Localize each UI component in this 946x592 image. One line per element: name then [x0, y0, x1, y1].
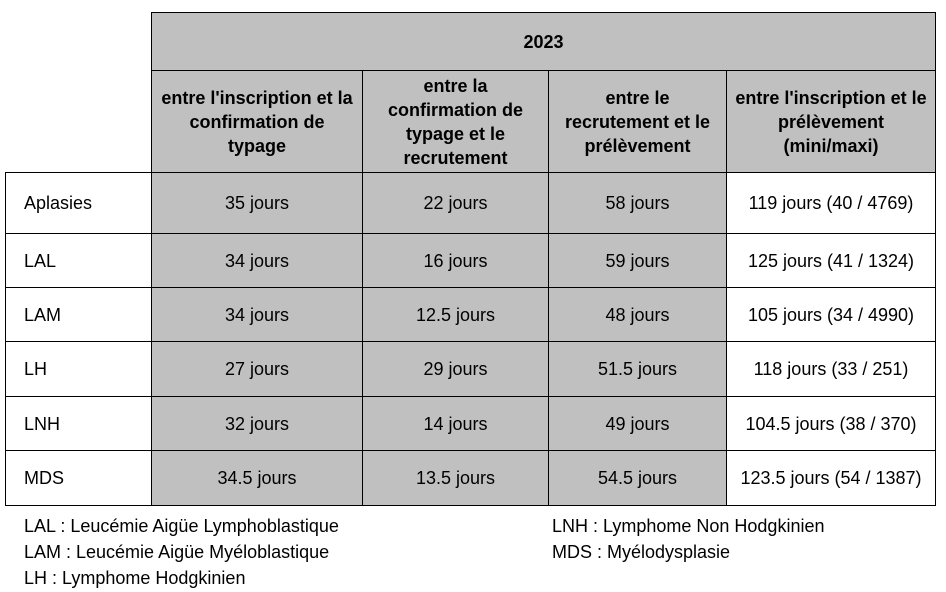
- row-label: MDS: [5, 450, 152, 506]
- table-cell: 118 jours (33 / 251): [726, 341, 936, 397]
- corner-cell: [5, 70, 152, 173]
- table-cell: 22 jours: [362, 172, 549, 234]
- table-cell: 119 jours (40 / 4769): [726, 172, 936, 234]
- legend-item: LAL : Leucémie Aigüe Lymphoblastique: [24, 516, 339, 536]
- column-header-inscription-prelevement: entre l'inscription et le prélèvement (m…: [726, 70, 936, 173]
- legend-item: LNH : Lymphome Non Hodgkinien: [552, 516, 825, 536]
- table-cell: 105 jours (34 / 4990): [726, 287, 936, 342]
- legend-item: LH : Lymphome Hodgkinien: [24, 568, 246, 588]
- table-cell: 16 jours: [362, 233, 549, 288]
- table-cell: 35 jours: [151, 172, 363, 234]
- table-cell: 54.5 jours: [548, 450, 727, 506]
- legend-left: LAL : Leucémie Aigüe Lymphoblastique LAM…: [24, 513, 339, 591]
- row-label: LAL: [5, 233, 152, 288]
- corner-cell: [5, 12, 152, 71]
- row-label: LNH: [5, 396, 152, 451]
- table-cell: 51.5 jours: [548, 341, 727, 397]
- table-cell: 32 jours: [151, 396, 363, 451]
- table-cell: 104.5 jours (38 / 370): [726, 396, 936, 451]
- table-cell: 123.5 jours (54 / 1387): [726, 450, 936, 506]
- table-cell: 27 jours: [151, 341, 363, 397]
- column-header-recrutement-prelevement: entre le recrutement et le prélèvement: [548, 70, 727, 173]
- table-cell: 12.5 jours: [362, 287, 549, 342]
- legend-right: LNH : Lymphome Non Hodgkinien MDS : Myél…: [552, 513, 824, 565]
- column-header-inscription-typage: entre l'inscription et la confirmation d…: [151, 70, 363, 173]
- row-label: LAM: [5, 287, 152, 342]
- table-cell: 13.5 jours: [362, 450, 549, 506]
- year-header: 2023: [151, 12, 936, 71]
- table-cell: 34.5 jours: [151, 450, 363, 506]
- table-cell: 58 jours: [548, 172, 727, 234]
- year-header-row: 2023: [5, 12, 936, 71]
- column-header-typage-recrutement: entre la confirmation de typage et le re…: [362, 70, 549, 173]
- table-row: LH 27 jours 29 jours 51.5 jours 118 jour…: [5, 341, 936, 397]
- table-row: LAM 34 jours 12.5 jours 48 jours 105 jou…: [5, 287, 936, 342]
- table-cell: 14 jours: [362, 396, 549, 451]
- table-cell: 29 jours: [362, 341, 549, 397]
- column-header-row: entre l'inscription et la confirmation d…: [5, 70, 936, 173]
- table-cell: 49 jours: [548, 396, 727, 451]
- table-row: LNH 32 jours 14 jours 49 jours 104.5 jou…: [5, 396, 936, 451]
- row-label: LH: [5, 341, 152, 397]
- table-cell: 48 jours: [548, 287, 727, 342]
- table-row: Aplasies 35 jours 22 jours 58 jours 119 …: [5, 172, 936, 234]
- table-cell: 34 jours: [151, 287, 363, 342]
- legend-item: LAM : Leucémie Aigüe Myéloblastique: [24, 542, 330, 562]
- table-row: LAL 34 jours 16 jours 59 jours 125 jours…: [5, 233, 936, 288]
- legend-item: MDS : Myélodysplasie: [552, 542, 731, 562]
- row-label: Aplasies: [5, 172, 152, 234]
- table-cell: 125 jours (41 / 1324): [726, 233, 936, 288]
- table-cell: 59 jours: [548, 233, 727, 288]
- table-row: MDS 34.5 jours 13.5 jours 54.5 jours 123…: [5, 450, 936, 506]
- delay-table: 2023 entre l'inscription et la confirmat…: [5, 12, 936, 506]
- table-cell: 34 jours: [151, 233, 363, 288]
